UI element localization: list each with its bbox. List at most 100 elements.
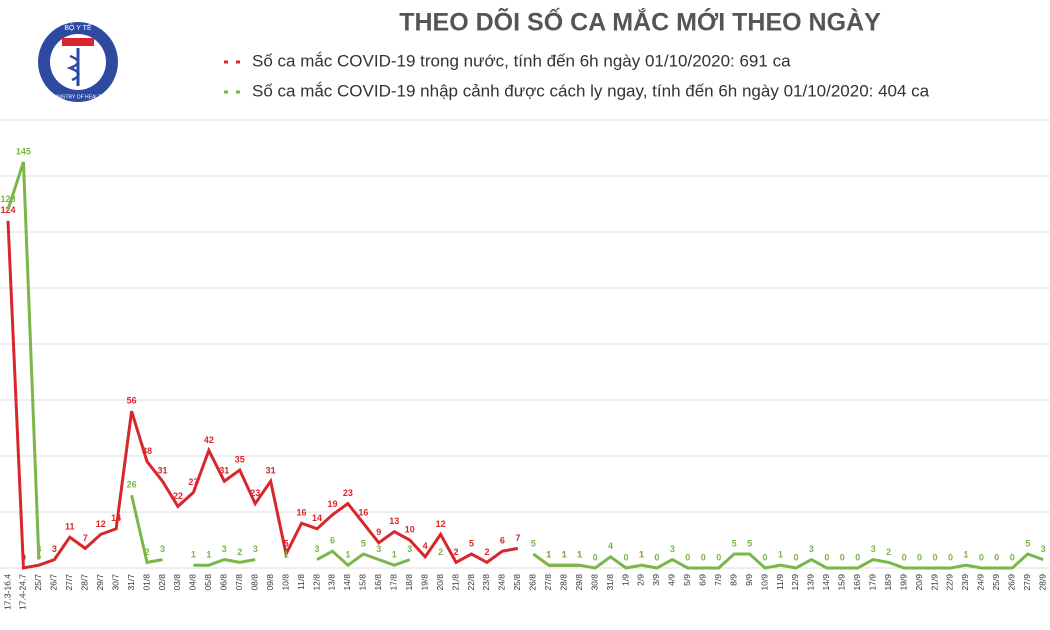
data-label: 3 [407, 544, 412, 554]
data-label: 23 [250, 488, 260, 498]
data-label: 5 [1025, 538, 1030, 548]
x-tick-label: 27/7 [64, 574, 74, 591]
x-tick-label: 1/9 [620, 574, 630, 586]
data-label: 0 [855, 552, 860, 562]
x-tick-label: 27/8 [543, 574, 553, 591]
x-tick-label: 14/8 [342, 574, 352, 591]
x-tick-label: 6/9 [698, 574, 708, 586]
x-tick-label: 18/9 [883, 574, 893, 591]
data-label: 7 [515, 533, 520, 543]
data-label: 1 [639, 550, 644, 560]
x-tick-label: 16/8 [373, 574, 383, 591]
data-label: 5 [531, 538, 536, 548]
x-tick-label: 19/9 [898, 574, 908, 591]
x-tick-label: 21/8 [450, 574, 460, 591]
x-tick-label: 19/8 [419, 574, 429, 591]
data-label: 0 [701, 552, 706, 562]
x-tick-label: 07/8 [234, 574, 244, 591]
x-tick-label: 28/8 [558, 574, 568, 591]
data-label: 1 [577, 550, 582, 560]
x-tick-label: 10/8 [280, 574, 290, 591]
x-tick-label: 20/8 [435, 574, 445, 591]
data-label: 0 [623, 552, 628, 562]
x-tick-label: 31/8 [605, 574, 615, 591]
x-tick-label: 16/9 [852, 574, 862, 591]
data-label: 1 [392, 550, 397, 560]
series-line [532, 552, 1044, 570]
data-label: 0 [840, 552, 845, 562]
data-label: 9 [376, 527, 381, 537]
legend-label: Số ca mắc COVID-19 nhập cảnh được cách l… [252, 81, 930, 100]
series-line [130, 494, 163, 565]
data-label: 1 [639, 550, 644, 560]
data-label: 19 [327, 499, 337, 509]
data-label: 13 [389, 516, 399, 526]
x-tick-label: 2/9 [636, 574, 646, 586]
data-label: 3 [871, 544, 876, 554]
x-tick-label: 30/8 [589, 574, 599, 591]
x-tick-label: 13/8 [327, 574, 337, 591]
x-tick-label: 03/8 [172, 574, 182, 591]
data-label: 1 [963, 550, 968, 560]
data-label: 27 [188, 477, 198, 487]
x-tick-label: 11/8 [296, 574, 306, 590]
data-label: 0 [763, 552, 768, 562]
data-label: 1 [284, 550, 289, 560]
data-label: 1 [562, 550, 567, 560]
data-label: 2 [438, 547, 443, 557]
x-tick-label: 15/9 [837, 574, 847, 591]
x-tick-label: 01/8 [141, 574, 151, 591]
data-label: 35 [235, 454, 245, 464]
x-tick-label: 27/9 [1022, 574, 1032, 591]
data-label: 3 [376, 544, 381, 554]
data-label: 124 [0, 205, 15, 215]
data-label: 2 [886, 547, 891, 557]
data-label: 2 [484, 547, 489, 557]
data-label: 42 [204, 435, 214, 445]
data-label: 5 [732, 538, 737, 548]
data-label: 2 [237, 547, 242, 557]
data-label: 1 [191, 550, 196, 560]
x-tick-label: 17/8 [389, 574, 399, 591]
x-tick-label: 24/9 [976, 574, 986, 591]
x-tick-label: 25/9 [991, 574, 1001, 591]
data-label: 3 [52, 544, 57, 554]
data-label: 0 [793, 552, 798, 562]
x-tick-label: 28/7 [80, 574, 90, 591]
x-tick-label: 22/9 [945, 574, 955, 591]
data-label: 7 [83, 533, 88, 543]
data-label: 38 [142, 446, 152, 456]
x-tick-label: 29/8 [574, 574, 584, 591]
logo-top-text: BỘ Y TẾ [64, 22, 92, 32]
x-tick-label: 04/8 [188, 574, 198, 591]
data-label: 5 [361, 538, 366, 548]
x-tick-label: 3/9 [651, 574, 661, 586]
data-label: 2 [454, 547, 459, 557]
data-label: 14 [312, 513, 322, 523]
data-label: 10 [405, 524, 415, 534]
data-label: 128 [0, 194, 15, 204]
data-label: 11 [65, 522, 75, 532]
data-label: 12 [436, 519, 446, 529]
data-label: 5 [469, 538, 474, 548]
data-label: 0 [824, 552, 829, 562]
data-label: 56 [127, 396, 137, 406]
x-tick-label: 29/7 [95, 574, 105, 591]
x-tick-label: 24/8 [497, 574, 507, 591]
data-label: 1 [577, 550, 582, 560]
x-tick-label: 20/9 [914, 574, 924, 591]
x-tick-label: 7/9 [713, 574, 723, 586]
legend-label: Số ca mắc COVID-19 trong nước, tính đến … [252, 51, 791, 70]
x-tick-label: 9/9 [744, 574, 754, 586]
x-tick-label: 06/8 [219, 574, 229, 591]
chart-title: THEO DÕI SỐ CA MẮC MỚI THEO NGÀY [399, 7, 881, 37]
data-label: 0 [902, 552, 907, 562]
x-tick-label: 26/7 [49, 574, 59, 591]
data-label: 12 [96, 519, 106, 529]
data-label: 22 [173, 491, 183, 501]
data-label: 3 [160, 544, 165, 554]
data-label: 3 [36, 544, 41, 554]
data-label: 23 [343, 488, 353, 498]
data-label: 16 [297, 508, 307, 518]
